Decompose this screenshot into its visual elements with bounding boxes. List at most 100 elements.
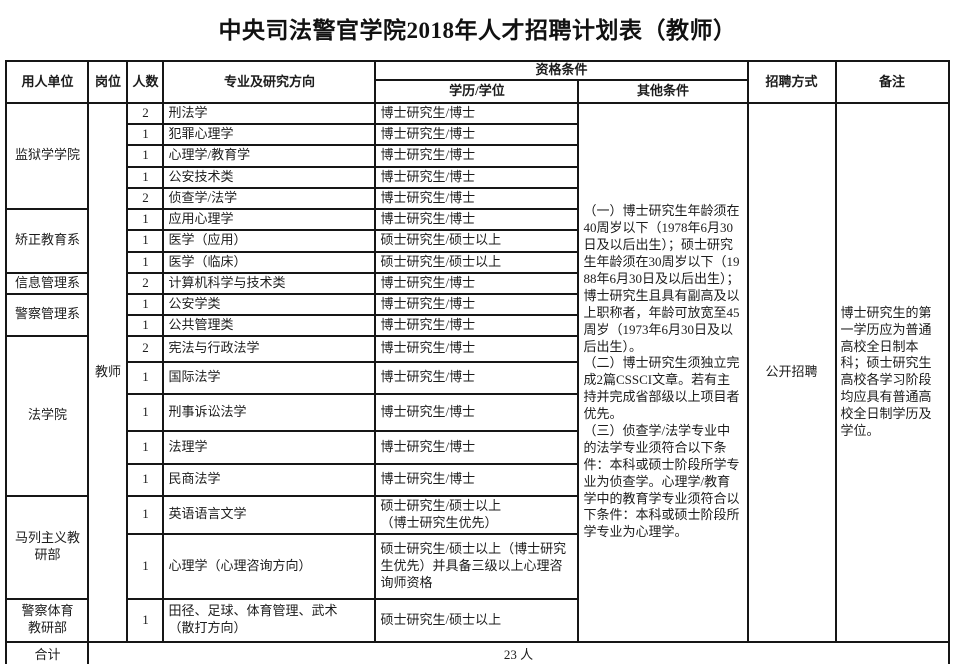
major-cell: 田径、足球、体育管理、武术 （散打方向） — [162, 597, 377, 643]
count-cell: 1 — [126, 597, 165, 643]
unit-cell: 矫正教育系 — [5, 207, 90, 274]
unit-cell: 马列主义教 研部 — [5, 494, 90, 600]
degree-cell: 博士研究生/博士 — [374, 165, 580, 189]
degree-cell: 博士研究生/博士 — [374, 101, 580, 125]
degree-cell: 博士研究生/博士 — [374, 143, 580, 168]
table-row: 1 法理学 博士研究生/博士 — [6, 429, 948, 465]
degree-cell: 博士研究生/博士 — [374, 292, 580, 316]
count-cell: 1 — [126, 250, 165, 274]
count-cell: 1 — [126, 165, 165, 189]
header-method: 招聘方式 — [746, 60, 837, 104]
count-cell: 1 — [126, 143, 165, 168]
header-major: 专业及研究方向 — [162, 60, 377, 104]
count-cell: 1 — [126, 292, 165, 316]
remark-cell: 博士研究生的第一学历应为普通高校全日制本科；硕士研究生高校各学习阶段均应具有普通… — [834, 101, 950, 643]
count-cell: 1 — [126, 122, 165, 146]
count-cell: 1 — [126, 462, 165, 497]
count-cell: 2 — [126, 334, 165, 363]
unit-cell: 监狱学学院 — [5, 101, 90, 210]
degree-cell: 博士研究生/博士 — [374, 207, 580, 231]
major-cell: 宪法与行政法学 — [162, 334, 377, 363]
degree-cell: 硕士研究生/硕士以上 — [374, 250, 580, 274]
table-row: 警察管理系 1 公安学类 博士研究生/博士 — [5, 292, 948, 337]
unit-cell: 警察体育 教研部 — [5, 597, 90, 643]
header-count: 人数 — [126, 60, 165, 104]
count-cell: 1 — [126, 228, 165, 253]
header-row-1: 用人单位 岗位 人数 专业及研究方向 资格条件 招聘方式 备注 — [5, 60, 950, 104]
count-cell: 1 — [126, 494, 165, 535]
degree-cell: 硕士研究生/硕士以上 （博士研究生优先） — [374, 494, 580, 535]
table-row: 警察体育 教研部 1 田径、足球、体育管理、武术 （散打方向） 硕士研究生/硕士… — [5, 597, 948, 643]
count-cell: 2 — [126, 101, 165, 125]
degree-cell: 博士研究生/博士 — [374, 271, 580, 295]
degree-cell: 博士研究生/博士 — [374, 392, 580, 432]
degree-cell: 博士研究生/博士 — [374, 334, 580, 363]
other-conditions-cell: （一）博士研究生年龄须在40周岁以下（1978年6月30日及以后出生）；硕士研究… — [577, 101, 749, 643]
header-remark: 备注 — [834, 60, 950, 104]
major-cell: 心理学/教育学 — [162, 143, 377, 168]
degree-cell: 博士研究生/博士 — [374, 360, 580, 395]
table-row: 1 心理学/教育学 博士研究生/博士 — [6, 143, 948, 168]
page-title: 中央司法警官学院2018年人才招聘计划表（教师） — [218, 18, 737, 43]
degree-cell: 博士研究生/博士 — [374, 313, 580, 337]
major-cell: 应用心理学 — [162, 207, 377, 231]
count-cell: 1 — [126, 207, 165, 231]
major-cell: 刑法学 — [162, 101, 377, 125]
degree-cell: 硕士研究生/硕士以上 — [374, 597, 580, 643]
degree-cell: 博士研究生/博士 — [374, 429, 580, 465]
total-row: 合计 23 人 — [5, 640, 950, 664]
degree-cell: 博士研究生/博士 — [374, 122, 580, 146]
major-cell: 医学（临床） — [162, 250, 377, 274]
count-cell: 1 — [126, 360, 165, 395]
major-cell: 心理学（心理咨询方向） — [162, 532, 377, 600]
degree-cell: 硕士研究生/硕士以上（博士研究生优先）并具备三级以上心理咨询师资格 — [374, 532, 580, 600]
table-row: 1 心理学（心理咨询方向） 硕士研究生/硕士以上（博士研究生优先）并具备三级以上… — [6, 532, 948, 600]
table-row: 1 民商法学 博士研究生/博士 — [6, 462, 948, 497]
table-row: 矫正教育系 1 应用心理学 博士研究生/博士 — [5, 207, 948, 274]
major-cell: 侦查学/法学 — [162, 186, 377, 210]
major-cell: 民商法学 — [162, 462, 377, 497]
unit-cell: 警察管理系 — [5, 292, 90, 337]
recruitment-table: 用人单位 岗位 人数 专业及研究方向 资格条件 招聘方式 备注 学历/学位 其他… — [5, 60, 950, 664]
major-cell: 英语语言文学 — [162, 494, 377, 535]
table-row: 1 犯罪心理学 博士研究生/博士 — [6, 122, 948, 146]
count-cell: 1 — [126, 429, 165, 465]
table-row: 1 医学（应用） 硕士研究生/硕士以上 — [6, 228, 948, 253]
table-row: 马列主义教 研部 1 英语语言文学 硕士研究生/硕士以上 （博士研究生优先） — [5, 494, 948, 600]
degree-cell: 博士研究生/博士 — [374, 186, 580, 210]
major-cell: 法理学 — [162, 429, 377, 465]
header-qualification: 资格条件 — [374, 60, 749, 81]
major-cell: 公安技术类 — [162, 165, 377, 189]
major-cell: 国际法学 — [162, 360, 377, 395]
table-row: 1 国际法学 博士研究生/博士 — [6, 360, 948, 395]
major-cell: 计算机科学与技术类 — [162, 271, 377, 295]
count-cell: 1 — [126, 392, 165, 432]
unit-cell: 信息管理系 — [5, 271, 90, 295]
table-row: 1 公安技术类 博士研究生/博士 — [6, 165, 948, 189]
major-cell: 刑事诉讼法学 — [162, 392, 377, 432]
count-cell: 1 — [126, 313, 165, 337]
major-cell: 医学（应用） — [162, 228, 377, 253]
position-cell: 教师 — [87, 101, 129, 643]
table-row: 1 医学（临床） 硕士研究生/硕士以上 — [6, 250, 948, 274]
count-cell: 2 — [126, 186, 165, 210]
table-row: 1 刑事诉讼法学 博士研究生/博士 — [6, 392, 948, 432]
table-row: 信息管理系 2 计算机科学与技术类 博士研究生/博士 — [5, 271, 948, 295]
major-cell: 犯罪心理学 — [162, 122, 377, 146]
table-row: 监狱学学院 教师 2 刑法学 博士研究生/博士 （一）博士研究生年龄须在40周岁… — [5, 101, 950, 643]
table-row: 法学院 2 宪法与行政法学 博士研究生/博士 — [5, 334, 948, 497]
recruit-method-cell: 公开招聘 — [746, 101, 837, 643]
table-row: 2 侦查学/法学 博士研究生/博士 — [6, 186, 948, 210]
total-value-cell: 23 人 — [87, 640, 950, 664]
count-cell: 1 — [126, 532, 165, 600]
major-cell: 公共管理类 — [162, 313, 377, 337]
major-cell: 公安学类 — [162, 292, 377, 316]
header-unit: 用人单位 — [5, 60, 90, 104]
table-row: 1 公共管理类 博士研究生/博士 — [6, 313, 948, 337]
header-row-2: 学历/学位 其他条件 — [6, 78, 948, 104]
unit-cell: 法学院 — [5, 334, 90, 497]
header-position: 岗位 — [87, 60, 129, 104]
header-other-conditions: 其他条件 — [577, 78, 749, 104]
header-degree: 学历/学位 — [374, 78, 580, 104]
